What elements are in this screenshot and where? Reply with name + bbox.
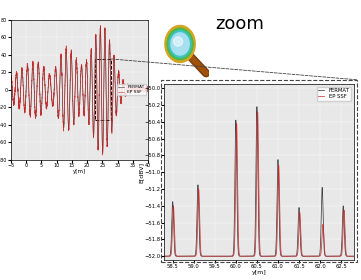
FERMAT bbox=[283, 255, 287, 258]
EP SSF bbox=[303, 255, 307, 258]
Polygon shape bbox=[171, 33, 189, 55]
FERMAT bbox=[142, 88, 146, 91]
FERMAT bbox=[231, 254, 235, 257]
FERMAT bbox=[9, 76, 13, 79]
EP SSF bbox=[66, 126, 71, 130]
Text: zoom: zoom bbox=[215, 15, 264, 33]
EP SSF bbox=[352, 255, 356, 258]
EP SSF bbox=[68, 110, 72, 113]
EP SSF bbox=[98, 24, 103, 27]
Y-axis label: E[dBV]: E[dBV] bbox=[138, 162, 143, 183]
EP SSF bbox=[100, 153, 105, 157]
FERMAT bbox=[135, 88, 139, 91]
Polygon shape bbox=[167, 28, 193, 60]
FERMAT bbox=[68, 108, 72, 111]
FERMAT bbox=[313, 255, 317, 258]
EP SSF bbox=[9, 75, 13, 78]
FERMAT bbox=[274, 231, 279, 234]
FERMAT bbox=[303, 255, 307, 258]
FERMAT bbox=[352, 255, 356, 258]
Line: EP SSF: EP SSF bbox=[11, 25, 148, 155]
EP SSF bbox=[142, 90, 146, 93]
X-axis label: y[m]: y[m] bbox=[252, 270, 266, 275]
FERMAT bbox=[146, 88, 150, 91]
FERMAT bbox=[66, 127, 71, 130]
FERMAT bbox=[74, 60, 78, 64]
EP SSF bbox=[108, 81, 113, 84]
EP SSF bbox=[171, 207, 176, 211]
Polygon shape bbox=[174, 37, 183, 46]
FERMAT bbox=[98, 25, 103, 28]
X-axis label: y[m]: y[m] bbox=[73, 169, 86, 174]
Line: FERMAT: FERMAT bbox=[164, 107, 354, 256]
EP SSF bbox=[162, 255, 166, 258]
EP SSF bbox=[231, 255, 235, 258]
FERMAT bbox=[108, 80, 113, 83]
FERMAT bbox=[255, 105, 259, 108]
EP SSF bbox=[256, 110, 260, 113]
EP SSF bbox=[74, 59, 78, 63]
EP SSF bbox=[135, 88, 139, 91]
Line: EP SSF: EP SSF bbox=[164, 112, 354, 256]
EP SSF bbox=[313, 255, 317, 258]
EP SSF bbox=[283, 255, 287, 258]
Line: FERMAT: FERMAT bbox=[11, 27, 148, 153]
Polygon shape bbox=[165, 25, 195, 62]
EP SSF bbox=[274, 250, 279, 254]
FERMAT bbox=[171, 228, 176, 231]
Legend: FERMAT, EP SSF: FERMAT, EP SSF bbox=[117, 84, 146, 95]
FERMAT bbox=[162, 255, 166, 258]
Bar bbox=[95, 59, 112, 120]
FERMAT bbox=[100, 151, 105, 155]
EP SSF bbox=[146, 88, 150, 91]
Polygon shape bbox=[169, 31, 191, 57]
Legend: FERMAT, EP SSF: FERMAT, EP SSF bbox=[317, 87, 351, 101]
